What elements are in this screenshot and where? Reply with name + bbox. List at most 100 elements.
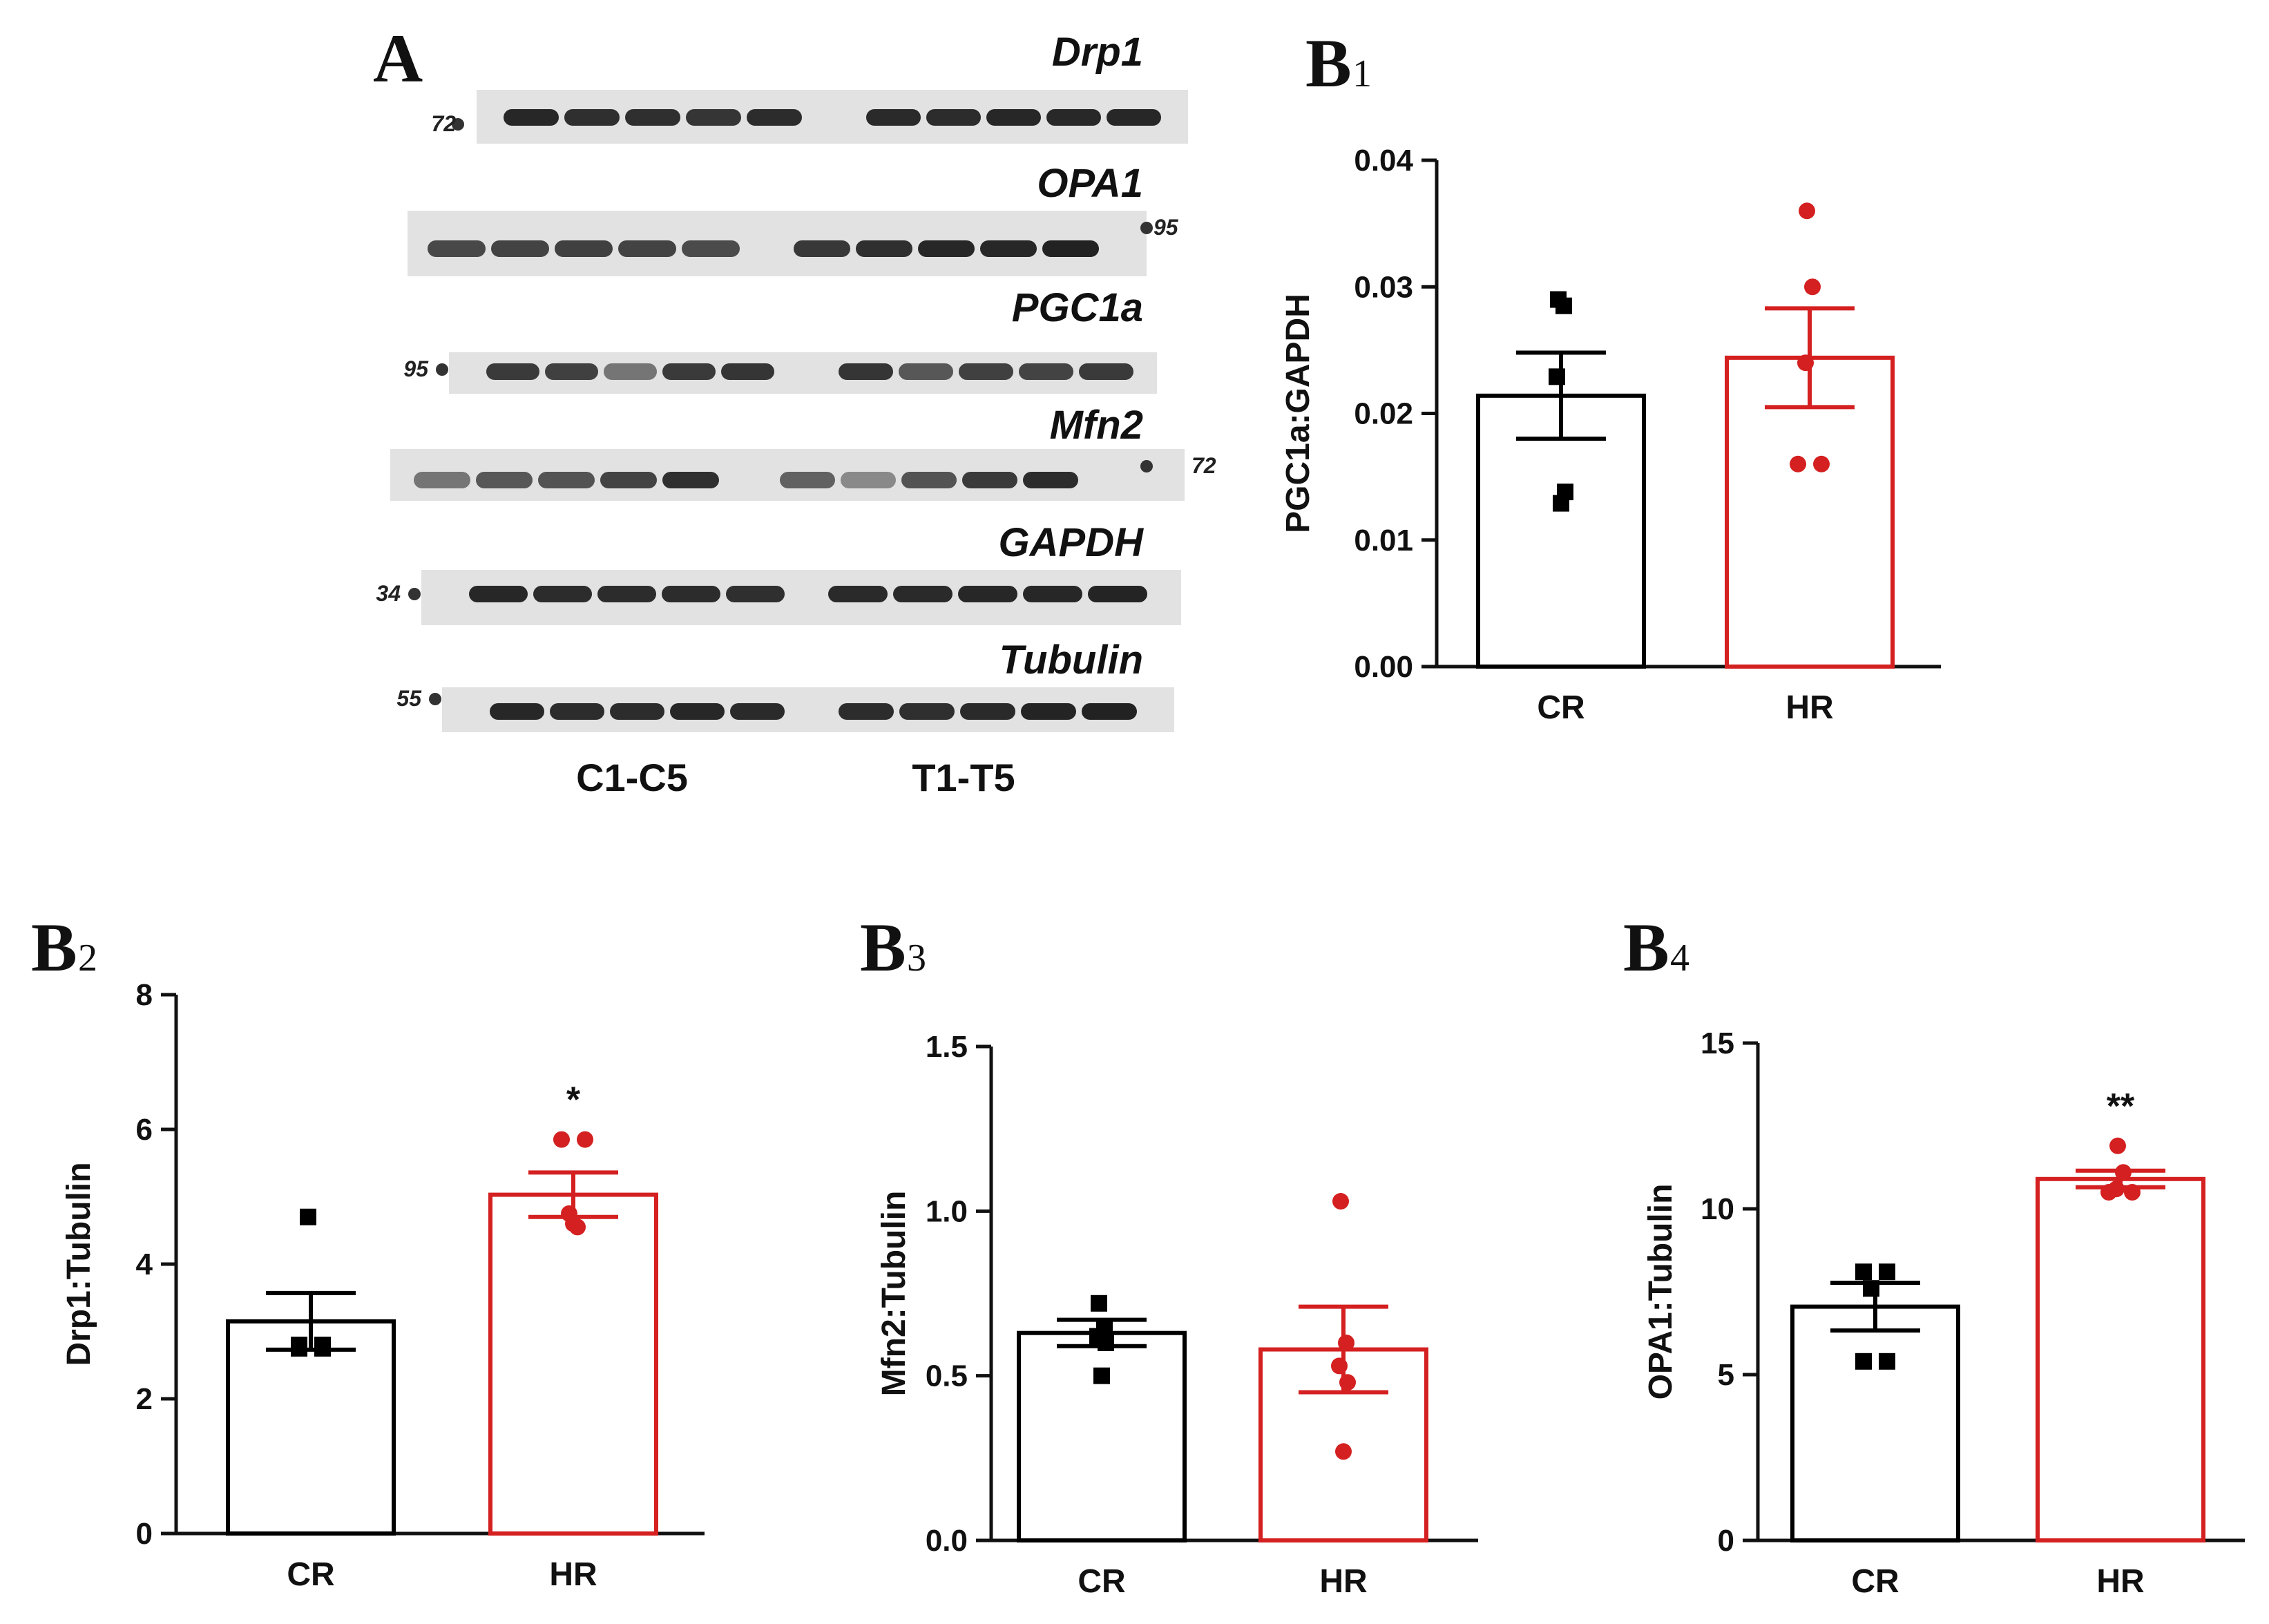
blot-band: [662, 363, 716, 380]
blot-row-drp1: Drp1 72: [431, 30, 1188, 144]
data-point: [314, 1337, 331, 1353]
blot-band: [1079, 363, 1133, 380]
blot-band: [986, 109, 1041, 126]
blot-band: [918, 240, 975, 257]
blot-band: [533, 586, 592, 602]
mw-marker-label: 95: [403, 356, 429, 381]
panel-letter-b2: B: [31, 909, 77, 986]
chart-b3: B 3 0.0 0.5 1.0 1.5 Mfn2:Tubulin CR HR: [860, 909, 1478, 1600]
blot-row-gapdh: GAPDH 34: [376, 520, 1181, 625]
y-tick-label: 0.5: [926, 1359, 968, 1393]
blot-band: [486, 363, 539, 380]
ladder-dot: [452, 118, 464, 131]
data-point: [553, 1131, 570, 1148]
blot-band: [1019, 363, 1073, 380]
y-tick-label: 8: [136, 978, 153, 1012]
blot-band: [980, 240, 1037, 257]
y-tick-label: 0.00: [1354, 650, 1413, 684]
blot-band: [828, 586, 888, 602]
y-tick-label: 0.01: [1354, 524, 1413, 557]
data-point: [561, 1205, 577, 1222]
panel-letter-subscript: 3: [907, 937, 926, 980]
x-category-label: CR: [1078, 1563, 1125, 1600]
protein-label: GAPDH: [999, 520, 1145, 565]
blot-band: [1107, 109, 1161, 126]
bar-hr: [2036, 1176, 2205, 1543]
blot-band: [428, 240, 486, 257]
blot-band: [958, 586, 1017, 602]
blot-band: [670, 703, 725, 720]
y-axis-title: PGC1a:GAPDH: [1280, 294, 1317, 533]
protein-label: Drp1: [1052, 30, 1143, 75]
blot-band: [682, 240, 740, 257]
blot-band: [600, 472, 657, 488]
panel-letter-b4: B: [1623, 909, 1669, 986]
data-point: [1863, 1280, 1879, 1297]
y-axis-title: Drp1:Tubulin: [61, 1162, 97, 1366]
protein-label: Tubulin: [999, 638, 1143, 682]
y-tick-label: 4: [136, 1248, 153, 1281]
data-point: [1338, 1335, 1354, 1351]
bar-cr: [1017, 1330, 1187, 1542]
bar-cr: [226, 1319, 396, 1536]
blot-band: [618, 240, 676, 257]
blot-row-mfn2: Mfn2 72: [390, 403, 1216, 501]
blot-band: [490, 703, 544, 720]
blot-band: [604, 363, 657, 380]
data-point: [1549, 368, 1565, 385]
data-point: [1093, 1367, 1110, 1384]
data-point: [1557, 484, 1573, 501]
y-tick-label: 1.5: [926, 1030, 968, 1064]
blot-band: [1082, 703, 1137, 720]
blot-band: [1021, 703, 1076, 720]
x-category-label: HR: [549, 1556, 597, 1593]
ladder-dot: [408, 588, 421, 600]
data-point: [2124, 1184, 2141, 1201]
data-point: [1855, 1263, 1872, 1281]
blot-band: [597, 586, 656, 602]
significance-marker: *: [566, 1080, 581, 1120]
blot-band: [839, 363, 893, 380]
x-category-label: HR: [1785, 689, 1833, 726]
data-point: [569, 1219, 586, 1236]
y-tick-label: 0.04: [1354, 144, 1413, 178]
data-point: [2115, 1164, 2132, 1181]
y-tick-label: 10: [1701, 1192, 1734, 1226]
mw-marker-label: 72: [1191, 453, 1216, 478]
blot-band: [1088, 586, 1147, 602]
blot-band: [730, 703, 785, 720]
panel-letter-subscript: 1: [1352, 52, 1372, 95]
blot-row-pgc1a: PGC1a 95: [403, 285, 1157, 394]
blot-band: [476, 472, 533, 488]
panel-letter-b1: B: [1305, 25, 1352, 102]
blot-band: [504, 109, 559, 126]
blot-band: [610, 703, 664, 720]
y-tick-label: 0: [136, 1517, 153, 1551]
blot-row-tubulin: Tubulin 55: [396, 638, 1174, 732]
group-label-control: C1-C5: [576, 756, 688, 799]
blot-band: [747, 109, 802, 126]
data-point: [1879, 1353, 1895, 1370]
data-point: [577, 1131, 593, 1148]
blot-band: [491, 240, 549, 257]
significance-marker: **: [2107, 1087, 2135, 1127]
data-point: [300, 1208, 316, 1225]
data-point: [1550, 291, 1567, 308]
bar-hr: [488, 1192, 658, 1536]
blot-band: [662, 586, 720, 602]
data-point: [1096, 1321, 1113, 1338]
blot-band: [1023, 472, 1078, 488]
protein-label: Mfn2: [1050, 403, 1143, 448]
mw-marker-label: 95: [1153, 215, 1179, 240]
x-category-label: CR: [1851, 1563, 1899, 1600]
western-blot-panel: A Drp1 72 OPA1 95 PGC1a 95 Mfn2 72 GAPDH 34 Tubulin…: [373, 20, 1216, 799]
x-category-label: HR: [2096, 1563, 2144, 1600]
data-point: [1804, 278, 1821, 296]
blot-band: [550, 703, 604, 720]
blot-band: [960, 703, 1015, 720]
blot-band: [866, 109, 921, 126]
protein-label: PGC1a: [1012, 285, 1143, 330]
y-tick-label: 1.0: [926, 1194, 968, 1228]
